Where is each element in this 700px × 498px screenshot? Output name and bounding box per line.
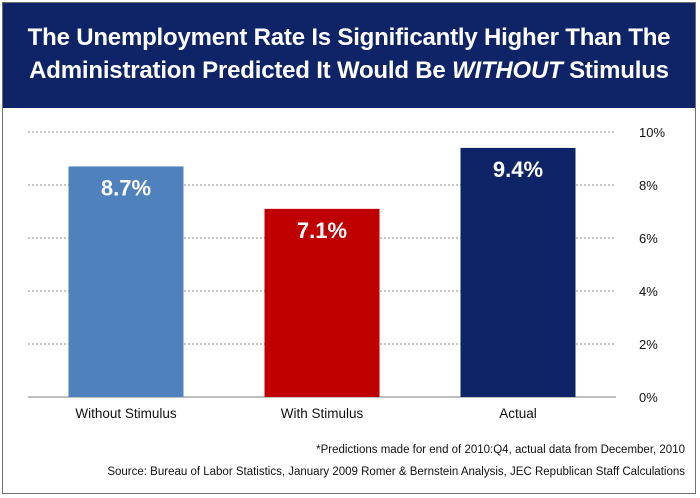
y-tick-label: 8% xyxy=(639,178,658,193)
bar xyxy=(264,208,380,397)
y-tick-label: 0% xyxy=(639,390,658,405)
chart-title-line-2: Administration Predicted It Would Be WIT… xyxy=(3,54,695,87)
source-note: Source: Bureau of Labor Statistics, Janu… xyxy=(107,466,685,478)
data-label: 7.1% xyxy=(297,218,347,243)
y-tick-label: 4% xyxy=(639,284,658,299)
y-tick-label: 6% xyxy=(639,231,658,246)
x-tick-label: Actual xyxy=(499,406,537,421)
x-tick-label: With Stimulus xyxy=(281,406,364,421)
chart-title-line-2-end: Stimulus xyxy=(562,57,669,84)
bar xyxy=(460,147,576,397)
data-label: 8.7% xyxy=(101,175,151,200)
bar xyxy=(68,166,184,397)
chart-title-line-1: The Unemployment Rate Is Significantly H… xyxy=(27,24,671,51)
plot-area: 0% 2% 4% 6% 8% 10% 8.7% Without Stimulus 7.1% Wit… xyxy=(3,108,695,493)
bar-chart: 0% 2% 4% 6% 8% 10% 8.7% Without Stimulus 7.1% Wit… xyxy=(28,125,665,421)
chart-title-line-2-start: Administration Predicted It Would Be xyxy=(29,57,453,84)
x-tick-label: Without Stimulus xyxy=(75,406,177,421)
chart-frame: The Unemployment Rate Is Significantly H… xyxy=(2,2,696,494)
chart-title: The Unemployment Rate Is Significantly H… xyxy=(3,3,695,108)
y-tick-label: 2% xyxy=(639,337,658,352)
y-tick-label: 10% xyxy=(639,125,665,140)
footnote: *Predictions made for end of 2010:Q4, ac… xyxy=(316,444,685,456)
data-label: 9.4% xyxy=(493,157,543,182)
chart-title-emphasis: WITHOUT xyxy=(452,57,563,84)
